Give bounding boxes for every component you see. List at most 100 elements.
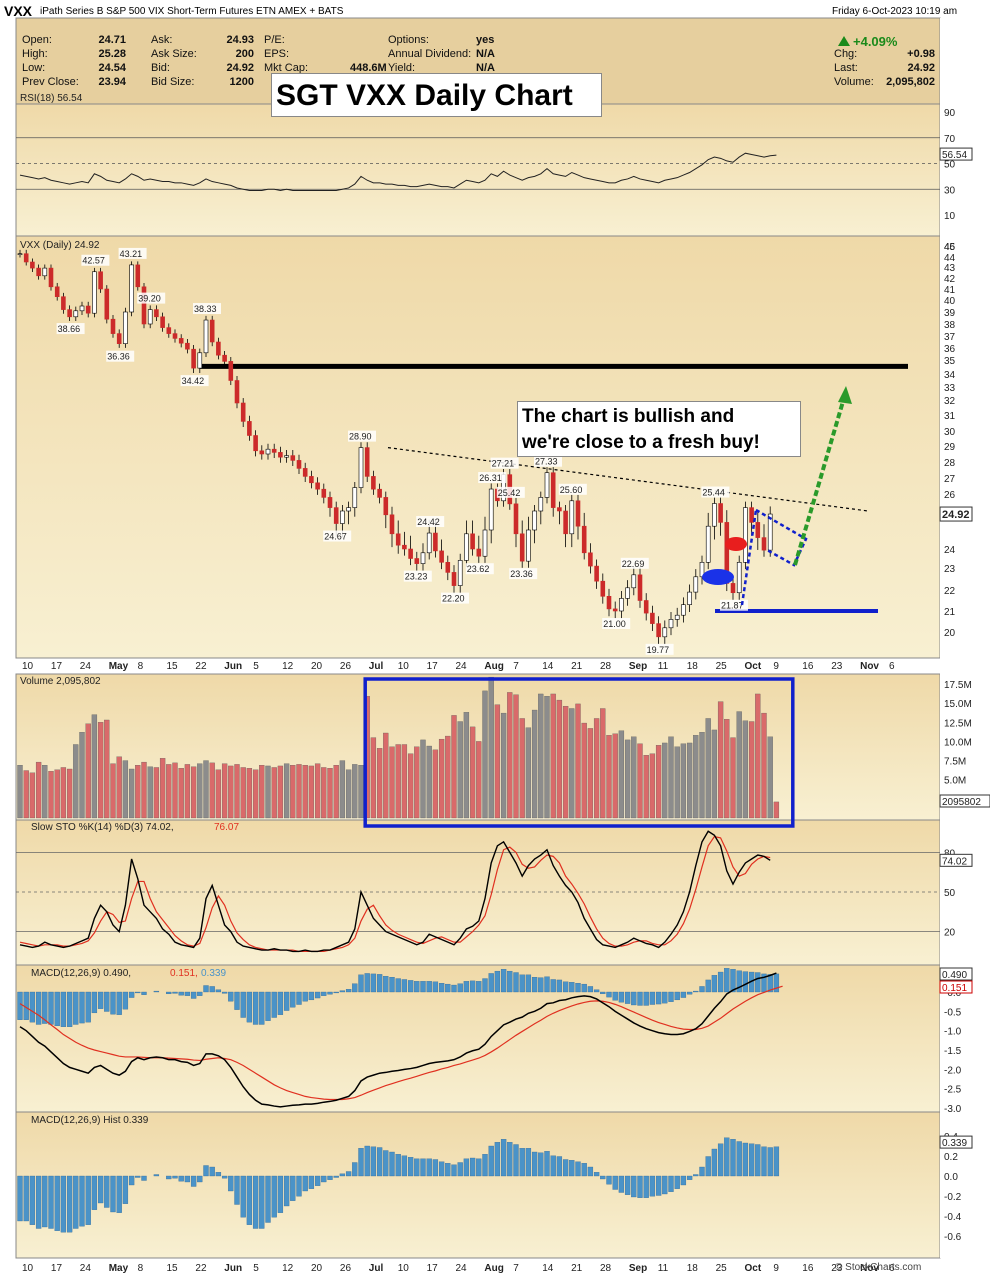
volume-bar	[345, 769, 352, 819]
candle	[377, 488, 382, 498]
volume-highlight-box	[363, 677, 795, 828]
macd-hist-bar	[680, 991, 687, 998]
hist-bar	[190, 1175, 197, 1187]
macd-hist-bar	[79, 991, 85, 1024]
candle	[420, 552, 426, 564]
x-tick-label: 8	[138, 661, 144, 672]
volume-bar	[153, 767, 160, 819]
hist-value-box	[939, 1135, 973, 1149]
macd-hist-bar	[494, 970, 501, 993]
hist-bar	[674, 1175, 680, 1189]
stochastic-k-line	[19, 830, 771, 953]
hist-bar	[97, 1175, 104, 1204]
macd-hist-bar	[724, 968, 730, 993]
volume-bar	[476, 741, 482, 819]
candle	[550, 472, 556, 508]
x-tick-label: 14	[542, 661, 554, 672]
volume-bar	[407, 753, 414, 819]
macd-hist-bar	[755, 972, 761, 993]
volume-bar	[265, 765, 271, 819]
rsi-tick-label: 10	[944, 211, 956, 222]
price-label-bg	[602, 618, 631, 629]
x-tick-label: 24	[80, 661, 92, 672]
hist-bar	[500, 1139, 507, 1177]
candle	[414, 558, 420, 564]
hist-bar	[476, 1158, 482, 1177]
macd-hist-bar	[637, 991, 643, 1006]
macd-hist-bar	[643, 991, 649, 1006]
candle	[17, 253, 23, 255]
candle	[482, 529, 488, 557]
volume-bar	[767, 736, 773, 819]
macd-hist-bar	[215, 989, 222, 993]
candle	[464, 533, 469, 561]
macd-hist-bar	[693, 990, 699, 993]
candle	[23, 253, 29, 263]
macd-hist-bar	[414, 981, 420, 993]
macd-hist-bar	[283, 991, 290, 1011]
hist-bar	[680, 1175, 687, 1186]
volume-bar	[606, 735, 612, 819]
candle	[755, 522, 761, 538]
price-tick-label: 45	[944, 242, 956, 253]
hist-bar	[550, 1155, 556, 1177]
candle	[129, 264, 134, 313]
macd-hist-bar	[438, 983, 445, 993]
hist-bar	[432, 1159, 439, 1177]
candle	[315, 482, 320, 490]
candle	[92, 271, 97, 314]
x-tick-label: 10	[22, 661, 34, 672]
volume-bar	[668, 736, 674, 819]
hist-bar	[407, 1157, 414, 1177]
macd-hist-bar	[172, 991, 178, 994]
hist-bar	[228, 1175, 234, 1192]
candle	[234, 380, 240, 404]
hist-bar	[234, 1175, 240, 1205]
hist-bar	[178, 1175, 184, 1182]
macd-hist-bar	[451, 984, 457, 993]
price-label-bg	[465, 563, 494, 575]
hist-bar	[767, 1147, 773, 1177]
price-label: 42.57	[82, 256, 105, 266]
macd-hist-bar	[190, 991, 197, 999]
macd-hist-bar	[705, 979, 711, 993]
macd-hist-bar	[166, 991, 172, 995]
candle	[488, 488, 494, 531]
macd-hist-bar	[352, 983, 358, 993]
price-label-bg	[118, 247, 147, 259]
candle	[222, 354, 227, 362]
stochastic-tick-label: 20	[944, 928, 956, 939]
macd-hist-bar	[649, 991, 656, 1005]
candle	[104, 288, 110, 320]
volume-bar	[488, 676, 494, 819]
hist-bar	[544, 1151, 550, 1177]
macd-hist-bar	[562, 981, 569, 993]
x-tick-label: 5	[253, 1263, 259, 1274]
quote-value: 25.28	[98, 48, 126, 60]
x-tick-label: 9	[773, 1263, 779, 1274]
volume-bar	[420, 739, 426, 819]
x-tick-label: 20	[311, 661, 323, 672]
resistance-trendline	[387, 447, 869, 512]
volume-tick-label: 15.0M	[944, 699, 972, 710]
candle	[73, 310, 79, 318]
quote-label: High:	[22, 48, 48, 60]
quote-label: Low:	[22, 62, 46, 74]
price-label-bg	[323, 530, 352, 542]
quote-label: Mkt Cap:	[264, 62, 309, 74]
macd-hist-bar	[513, 972, 519, 993]
quote-value: 200	[235, 48, 254, 60]
quote-label: EPS:	[264, 48, 290, 60]
macd-hist-bar	[569, 982, 575, 993]
price-tick-label: 42	[944, 274, 956, 285]
hist-bar	[581, 1163, 587, 1177]
hist-bar	[736, 1141, 742, 1177]
red-oval-marker	[725, 537, 747, 551]
x-tick-label: 24	[80, 1263, 92, 1274]
hist-bar	[122, 1175, 129, 1204]
quote-value: 24.54	[98, 62, 126, 74]
hist-bar	[538, 1152, 544, 1177]
macd-hist-bar	[736, 970, 742, 993]
x-tick-label: 26	[340, 661, 352, 672]
